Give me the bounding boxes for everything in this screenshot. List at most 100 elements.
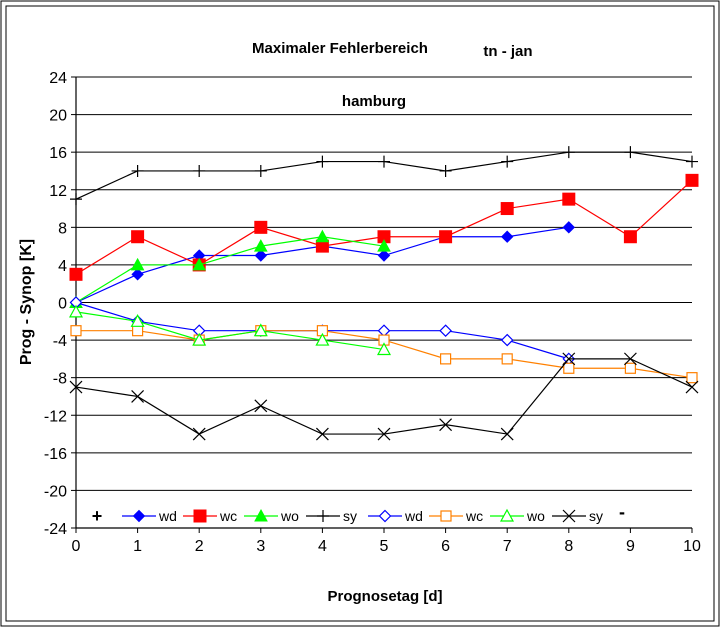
legend-item: wd — [368, 508, 423, 524]
data-point — [253, 323, 268, 337]
series-line — [75, 311, 385, 351]
data-point — [686, 372, 698, 384]
legend-label: sy — [589, 508, 603, 524]
x-tick-label: 7 — [503, 538, 512, 555]
data-point — [501, 155, 514, 168]
chart-title: Maximaler Fehlerbereich — [252, 40, 428, 57]
legend-item: wd — [122, 508, 177, 524]
legend-label: wd — [404, 508, 423, 524]
data-point — [562, 221, 576, 234]
legend-item: wo — [490, 508, 545, 524]
data-point — [439, 230, 453, 244]
data-point — [254, 220, 268, 234]
data-point — [377, 427, 391, 441]
data-point — [130, 314, 145, 327]
data-point — [254, 399, 268, 413]
series-wc-1 — [69, 173, 699, 281]
data-point — [685, 380, 699, 394]
data-point — [254, 249, 268, 262]
x-axis-label: Prognosetag [d] — [328, 588, 443, 605]
series-line — [75, 236, 385, 304]
data-point — [624, 362, 637, 374]
legend-item: wo — [244, 508, 299, 524]
y-tick-label: -4 — [53, 333, 67, 350]
data-point — [562, 146, 575, 159]
x-tick-label: 10 — [683, 538, 701, 555]
data-point — [500, 427, 514, 441]
y-tick-label: 12 — [49, 183, 67, 200]
inner-border — [5, 5, 715, 622]
legend-marker — [132, 509, 146, 523]
y-tick-label: -8 — [53, 371, 67, 388]
legend-label: wd — [158, 508, 177, 524]
legend-label: wc — [219, 508, 237, 524]
legend-item: sy — [306, 508, 357, 524]
legend-marker — [440, 510, 452, 522]
data-point — [315, 427, 329, 441]
data-point — [500, 230, 514, 243]
chart-subtitle: hamburg — [342, 93, 406, 110]
legend-label: sy — [343, 508, 357, 524]
data-point — [562, 192, 576, 206]
legend: + wd wc wo sy wd wc wo sy - — [92, 502, 625, 526]
data-point — [376, 342, 392, 356]
x-tick-label: 2 — [195, 538, 204, 555]
data-point — [316, 155, 329, 168]
data-point — [500, 202, 514, 216]
chart-title-suffix: tn - jan — [483, 43, 532, 60]
legend-marker — [193, 509, 207, 523]
series-sy-7 — [69, 352, 699, 441]
data-point — [623, 352, 637, 366]
legend-marker — [499, 508, 515, 522]
legend-minus-label: - — [619, 502, 625, 522]
x-tick-label: 3 — [256, 538, 265, 555]
data-point — [377, 239, 391, 252]
data-point — [500, 333, 514, 347]
data-point — [131, 268, 144, 281]
legend-item: wc — [183, 508, 237, 524]
y-tick-label: 16 — [49, 145, 67, 162]
data-point — [70, 193, 82, 206]
data-point — [192, 427, 206, 441]
legend-marker — [562, 509, 576, 523]
data-point — [193, 164, 206, 177]
legend-label: wc — [465, 508, 483, 524]
gridlines — [76, 76, 692, 491]
legend-marker — [254, 508, 268, 522]
legend-label: wo — [280, 508, 299, 524]
series-group — [68, 146, 699, 441]
data-point — [439, 418, 453, 432]
data-point — [439, 164, 452, 177]
data-point — [623, 230, 637, 244]
y-tick-labels: -24 -20 -16 -12 -8 -4 0 4 8 12 16 20 24 — [44, 70, 67, 538]
x-tick-label: 5 — [380, 538, 389, 555]
data-point — [69, 267, 83, 281]
data-point — [68, 304, 84, 318]
series-sy-3 — [70, 146, 698, 206]
data-point — [69, 380, 83, 394]
data-point — [70, 325, 82, 337]
x-tick-label: 4 — [318, 538, 327, 555]
legend-plus-label: + — [92, 506, 103, 526]
data-point — [254, 164, 267, 177]
x-tick-label: 9 — [626, 538, 635, 555]
y-tick-label: -16 — [44, 446, 67, 463]
data-point — [253, 239, 268, 252]
y-tick-label: 4 — [58, 258, 67, 275]
y-tick-label: -12 — [44, 408, 67, 425]
series-wo-6 — [68, 304, 392, 356]
series-wo-2 — [69, 229, 391, 308]
y-tick-label: 20 — [49, 108, 67, 125]
data-point — [192, 332, 207, 346]
data-point — [686, 155, 698, 168]
axes — [71, 76, 693, 533]
data-point — [315, 332, 330, 346]
y-tick-label: -20 — [44, 483, 67, 500]
data-point — [562, 352, 576, 366]
data-point — [563, 362, 575, 374]
x-tick-label: 8 — [564, 538, 573, 555]
y-axis-label: Prog - Synop [K] — [18, 239, 35, 365]
data-point — [130, 257, 145, 271]
